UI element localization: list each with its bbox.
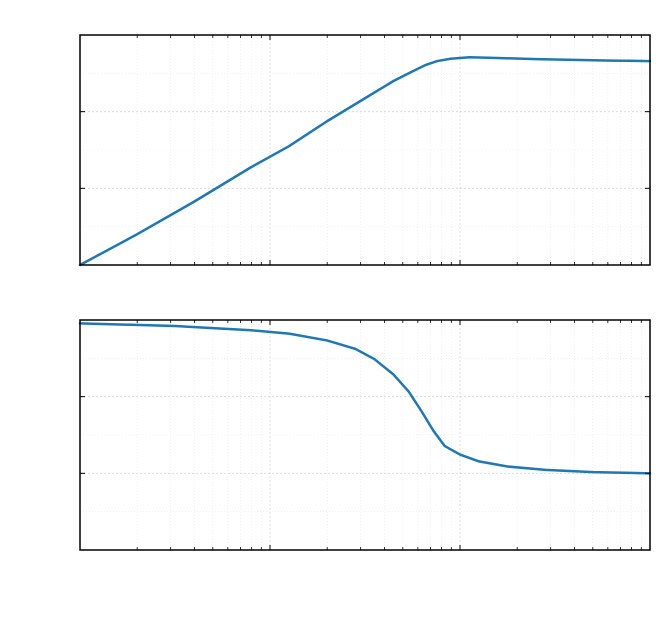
bode-plot-container (20, 20, 663, 602)
bode-plot-svg (20, 20, 663, 602)
